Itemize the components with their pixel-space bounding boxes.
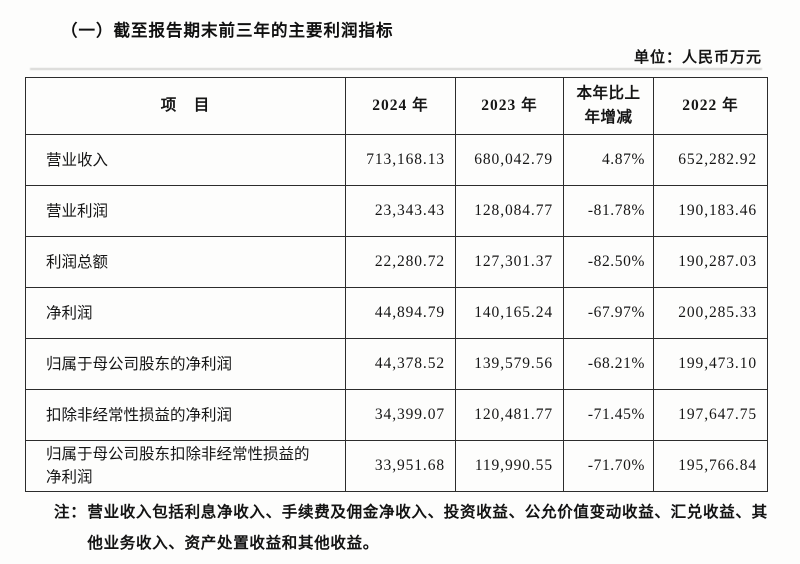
cell-2022: 199,473.10: [653, 338, 768, 390]
row-label: 营业利润: [25, 185, 346, 237]
cell-2022: 200,285.33: [653, 287, 768, 339]
column-header-2022: 2022 年: [653, 77, 768, 135]
row-label: 归属于母公司股东扣除非经常性损益的净利润: [25, 440, 346, 492]
row-label: 利润总额: [25, 236, 346, 288]
cell-change: -71.45%: [563, 389, 654, 441]
table-row: 归属于母公司股东的净利润 44,378.52 139,579.56 -68.21…: [25, 338, 768, 390]
table-row: 营业利润 23,343.43 128,084.77 -81.78% 190,18…: [25, 185, 768, 237]
cell-2023: 139,579.56: [455, 338, 564, 390]
cell-2024: 23,343.43: [345, 185, 456, 237]
cell-2024: 34,399.07: [345, 389, 456, 441]
cell-2022: 190,183.46: [653, 185, 768, 237]
cell-2023: 128,084.77: [455, 185, 564, 237]
table-row: 利润总额 22,280.72 127,301.37 -82.50% 190,28…: [25, 236, 768, 288]
footnote: 注： 营业收入包括利息净收入、手续费及佣金净收入、投资收益、公允价值变动收益、汇…: [54, 497, 771, 559]
cell-2023: 127,301.37: [455, 236, 564, 288]
cell-2022: 190,287.03: [653, 236, 768, 288]
scan-artifact-line: [30, 68, 762, 70]
cell-2023: 680,042.79: [455, 134, 564, 186]
cell-2024: 33,951.68: [345, 440, 456, 492]
row-label: 营业收入: [25, 134, 346, 186]
cell-2023: 120,481.77: [455, 389, 564, 441]
cell-change: -81.78%: [563, 185, 654, 237]
section-title: （一）截至报告期末前三年的主要利润指标: [61, 22, 394, 40]
table-row: 净利润 44,894.79 140,165.24 -67.97% 200,285…: [25, 287, 768, 339]
cell-2022: 652,282.92: [653, 134, 768, 186]
cell-change: -71.70%: [563, 440, 654, 492]
footnote-text: 营业收入包括利息净收入、手续费及佣金净收入、投资收益、公允价值变动收益、汇兑收益…: [87, 504, 768, 552]
cell-2022: 195,766.84: [653, 440, 768, 492]
footnote-prefix: 注：: [54, 504, 87, 521]
table-row: 扣除非经常性损益的净利润 34,399.07 120,481.77 -71.45…: [25, 389, 768, 441]
unit-label: 单位：人民币万元: [633, 49, 762, 66]
cell-change: 4.87%: [563, 134, 654, 186]
cell-2024: 44,378.52: [345, 338, 456, 390]
header-row: 项 目 2024 年 2023 年 本年比上年增减 2022 年: [25, 77, 768, 135]
profit-indicators-table: 项 目 2024 年 2023 年 本年比上年增减 2022 年 营业收入 71…: [25, 77, 768, 492]
column-header-2023: 2023 年: [455, 77, 564, 135]
cell-2024: 22,280.72: [345, 236, 456, 288]
cell-change: -68.21%: [563, 338, 654, 390]
row-label: 归属于母公司股东的净利润: [25, 338, 346, 390]
cell-2024: 713,168.13: [345, 134, 456, 186]
table-row: 营业收入 713,168.13 680,042.79 4.87% 652,282…: [25, 134, 768, 186]
table-row: 归属于母公司股东扣除非经常性损益的净利润 33,951.68 119,990.5…: [25, 440, 768, 492]
column-header-change: 本年比上年增减: [563, 77, 654, 135]
column-header-item: 项 目: [25, 77, 346, 135]
cell-change: -82.50%: [563, 236, 654, 288]
row-label: 扣除非经常性损益的净利润: [25, 389, 346, 441]
cell-change: -67.97%: [563, 287, 654, 339]
row-label: 净利润: [25, 287, 346, 339]
cell-2023: 140,165.24: [455, 287, 564, 339]
cell-2024: 44,894.79: [345, 287, 456, 339]
column-header-2024: 2024 年: [345, 77, 456, 135]
cell-2023: 119,990.55: [455, 440, 564, 492]
cell-2022: 197,647.75: [653, 389, 768, 441]
